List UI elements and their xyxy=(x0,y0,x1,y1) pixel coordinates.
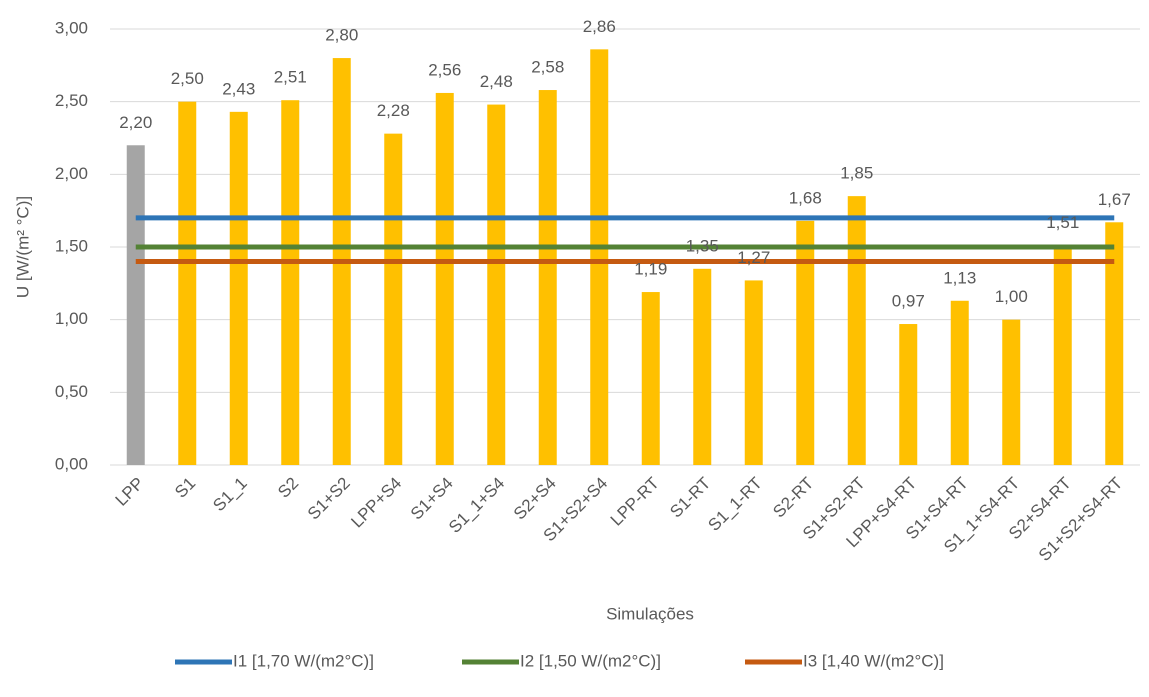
data-label: 2,43 xyxy=(222,79,255,98)
x-tick-label: LPP+S4 xyxy=(347,474,405,532)
bar xyxy=(693,268,712,465)
y-tick-label: 2,50 xyxy=(55,91,88,110)
bar xyxy=(384,133,403,465)
data-label: 2,20 xyxy=(119,113,152,132)
data-label: 1,51 xyxy=(1046,213,1079,232)
bar xyxy=(899,324,918,465)
bar xyxy=(847,196,866,465)
bar xyxy=(435,92,454,466)
bar xyxy=(487,104,506,465)
y-tick-label: 0,50 xyxy=(55,382,88,401)
data-label: 1,27 xyxy=(737,248,770,267)
bar xyxy=(126,145,145,465)
bar xyxy=(796,220,815,465)
bar xyxy=(590,49,609,465)
data-label: 2,51 xyxy=(274,68,307,87)
x-tick-label: S1_1-RT xyxy=(704,474,765,535)
bar xyxy=(744,280,763,465)
data-label: 1,35 xyxy=(686,236,719,255)
x-tick-label: S1 xyxy=(171,474,199,502)
y-tick-label: 1,50 xyxy=(55,236,88,255)
x-tick-label: LPP-RT xyxy=(607,474,663,530)
data-label: 1,67 xyxy=(1098,190,1131,209)
data-label: 2,80 xyxy=(325,26,358,45)
y-tick-label: 1,00 xyxy=(55,309,88,328)
x-tick-label: S2+S4 xyxy=(510,474,560,524)
bar xyxy=(538,90,557,465)
y-tick-label: 3,00 xyxy=(55,18,88,37)
bar xyxy=(641,292,660,465)
x-tick-label: S1_1 xyxy=(209,474,251,516)
bar xyxy=(1053,245,1072,465)
data-label: 2,48 xyxy=(480,72,513,91)
data-label: 1,85 xyxy=(840,164,873,183)
data-label: 2,50 xyxy=(171,69,204,88)
legend-label: I2 [1,50 W/(m2°C)] xyxy=(520,651,661,670)
legend-label: I1 [1,70 W/(m2°C)] xyxy=(233,651,374,670)
x-tick-label: S2 xyxy=(274,474,302,502)
x-tick-label: LPP xyxy=(112,474,148,510)
data-label: 2,28 xyxy=(377,101,410,120)
data-label: 1,13 xyxy=(943,268,976,287)
y-tick-label: 2,00 xyxy=(55,164,88,183)
x-tick-label: S2-RT xyxy=(769,474,817,522)
bar xyxy=(229,111,248,465)
data-label: 2,58 xyxy=(531,58,564,77)
legend-label: I3 [1,40 W/(m2°C)] xyxy=(803,651,944,670)
bar xyxy=(1002,319,1021,465)
x-tick-label: S1_1+S4 xyxy=(445,474,508,537)
data-label: 1,19 xyxy=(634,260,667,279)
y-tick-label: 0,00 xyxy=(55,454,88,473)
data-label: 2,86 xyxy=(583,17,616,36)
bar xyxy=(1105,222,1124,465)
data-label: 2,56 xyxy=(428,60,461,79)
data-label: 1,00 xyxy=(995,287,1028,306)
y-axis-label: U [W/(m² °C)] xyxy=(13,196,32,298)
data-label: 0,97 xyxy=(892,292,925,311)
bar xyxy=(178,101,197,466)
bar xyxy=(281,100,300,466)
x-axis-label: Simulações xyxy=(606,604,694,623)
x-tick-label: S1+S2 xyxy=(304,474,354,524)
bar xyxy=(950,300,969,465)
x-tick-label: S1-RT xyxy=(666,474,714,522)
data-label: 1,68 xyxy=(789,188,822,207)
x-tick-label: S1+S4 xyxy=(407,474,457,524)
